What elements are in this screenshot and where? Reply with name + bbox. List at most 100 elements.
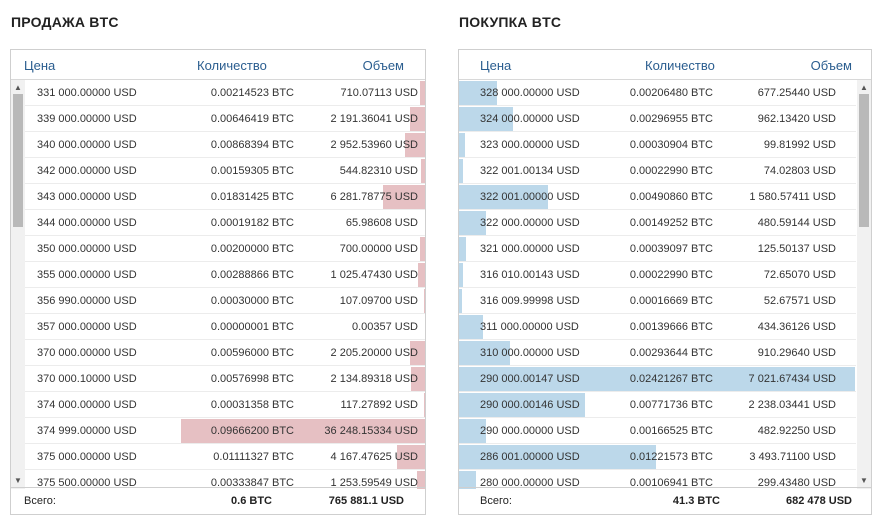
buy-scroll-thumb[interactable] xyxy=(859,94,869,227)
buy-cell-qty: 0.00166525 BTC xyxy=(629,425,713,437)
buy-depth-bar xyxy=(459,133,465,157)
sell-depth-bar xyxy=(420,81,425,105)
buy-header-price[interactable]: Цена xyxy=(480,58,512,73)
sell-order-row[interactable]: 343 000.00000 USD 0.01831425 BTC 6 281.787… xyxy=(25,184,425,210)
sell-total-quantity: 0.6 BTC xyxy=(231,495,272,507)
buy-order-row[interactable]: 280 000.00000 USD 0.00106941 BTC 299.43480… xyxy=(459,470,856,489)
sell-header-price[interactable]: Цена xyxy=(24,58,56,73)
sell-order-row[interactable]: 331 000.00000 USD 0.00214523 BTC 710.07113… xyxy=(25,80,425,106)
sell-header-volume[interactable]: Объем xyxy=(362,58,404,73)
sell-order-row[interactable]: 342 000.00000 USD 0.00159305 BTC 544.82310… xyxy=(25,158,425,184)
buy-order-row[interactable]: 286 001.00000 USD 0.01221573 BTC 3 493.711… xyxy=(459,444,856,470)
buy-table-header: Цена Количество Объем xyxy=(459,50,871,80)
buy-header-volume[interactable]: Объем xyxy=(810,58,852,73)
buy-scroll-down-icon[interactable]: ▼ xyxy=(860,476,868,485)
sell-cell-vol: 65.98608 USD xyxy=(345,217,418,229)
buy-cell-price: 290 000.00147 USD xyxy=(480,373,580,385)
buy-order-row[interactable]: 321 000.00000 USD 0.00039097 BTC 125.50137… xyxy=(459,236,856,262)
buy-order-row[interactable]: 310 000.00000 USD 0.00293644 BTC 910.29640… xyxy=(459,340,856,366)
sell-section-title: ПРОДАЖА BTC xyxy=(11,14,119,30)
sell-cell-price: 374 999.00000 USD xyxy=(37,425,137,437)
buy-order-row[interactable]: 322 000.00000 USD 0.00149252 BTC 480.59144… xyxy=(459,210,856,236)
buy-cell-qty: 0.00206480 BTC xyxy=(629,87,713,99)
sell-order-row[interactable]: 357 000.00000 USD 0.00000001 BTC 0.00357 U… xyxy=(25,314,425,340)
buy-cell-qty: 0.00149252 BTC xyxy=(629,217,713,229)
buy-order-row[interactable]: 323 000.00000 USD 0.00030904 BTC 99.81992 … xyxy=(459,132,856,158)
sell-scroll-thumb[interactable] xyxy=(13,94,23,227)
buy-cell-vol: 99.81992 USD xyxy=(763,139,836,151)
buy-cell-price: 286 001.00000 USD xyxy=(480,451,580,463)
sell-cell-vol: 2 134.89318 USD xyxy=(330,373,418,385)
sell-order-row[interactable]: 356 990.00000 USD 0.00030000 BTC 107.09700… xyxy=(25,288,425,314)
sell-depth-bar xyxy=(424,289,425,313)
sell-order-row[interactable]: 370 000.10000 USD 0.00576998 BTC 2 134.893… xyxy=(25,366,425,392)
buy-cell-vol: 482.92250 USD xyxy=(757,425,836,437)
buy-scrollbar[interactable]: ▲ ▼ xyxy=(857,80,871,489)
buy-order-row[interactable]: 311 000.00000 USD 0.00139666 BTC 434.36126… xyxy=(459,314,856,340)
sell-order-book: Цена Количество Объем ▲ ▼ 331 000.00000 … xyxy=(10,49,426,515)
buy-order-row[interactable]: 322 001.00134 USD 0.00022990 BTC 74.02803 … xyxy=(459,158,856,184)
buy-order-row[interactable]: 316 009.99998 USD 0.00016669 BTC 52.67571 … xyxy=(459,288,856,314)
sell-cell-vol: 1 253.59549 USD xyxy=(330,477,418,489)
buy-order-row[interactable]: 324 000.00000 USD 0.00296955 BTC 962.13420… xyxy=(459,106,856,132)
sell-depth-bar xyxy=(410,341,425,365)
buy-cell-vol: 2 238.03441 USD xyxy=(748,399,836,411)
buy-order-row[interactable]: 290 000.00146 USD 0.00771736 BTC 2 238.034… xyxy=(459,392,856,418)
sell-cell-qty: 0.01111327 BTC xyxy=(213,451,294,463)
sell-cell-qty: 0.00030000 BTC xyxy=(210,295,294,307)
buy-order-row[interactable]: 322 001.00000 USD 0.00490860 BTC 1 580.574… xyxy=(459,184,856,210)
buy-total-volume: 682 478 USD xyxy=(785,495,852,507)
buy-cell-price: 322 000.00000 USD xyxy=(480,217,580,229)
buy-depth-bar xyxy=(459,471,476,489)
buy-scroll-up-icon[interactable]: ▲ xyxy=(860,83,868,92)
sell-cell-qty: 0.00031358 BTC xyxy=(210,399,294,411)
sell-cell-vol: 1 025.47430 USD xyxy=(330,269,418,281)
buy-cell-qty: 0.02421267 BTC xyxy=(629,373,713,385)
buy-cell-qty: 0.00293644 BTC xyxy=(629,347,713,359)
sell-cell-qty: 0.00868394 BTC xyxy=(210,139,294,151)
buy-order-row[interactable]: 290 000.00147 USD 0.02421267 BTC 7 021.674… xyxy=(459,366,856,392)
sell-order-row[interactable]: 339 000.00000 USD 0.00646419 BTC 2 191.360… xyxy=(25,106,425,132)
sell-cell-price: 343 000.00000 USD xyxy=(37,191,137,203)
sell-order-row[interactable]: 350 000.00000 USD 0.00200000 BTC 700.00000… xyxy=(25,236,425,262)
sell-rows: 331 000.00000 USD 0.00214523 BTC 710.07113… xyxy=(25,80,425,489)
sell-order-row[interactable]: 340 000.00000 USD 0.00868394 BTC 2 952.539… xyxy=(25,132,425,158)
buy-depth-bar xyxy=(459,341,510,365)
buy-order-row[interactable]: 316 010.00143 USD 0.00022990 BTC 72.65070 … xyxy=(459,262,856,288)
sell-order-row[interactable]: 355 000.00000 USD 0.00288866 BTC 1 025.474… xyxy=(25,262,425,288)
sell-order-row[interactable]: 375 500.00000 USD 0.00333847 BTC 1 253.595… xyxy=(25,470,425,489)
buy-cell-qty: 0.00022990 BTC xyxy=(629,269,713,281)
sell-order-row[interactable]: 370 000.00000 USD 0.00596000 BTC 2 205.200… xyxy=(25,340,425,366)
sell-order-row[interactable]: 375 000.00000 USD 0.01111327 BTC 4 167.476… xyxy=(25,444,425,470)
sell-scrollbar[interactable]: ▲ ▼ xyxy=(11,80,25,489)
buy-depth-bar xyxy=(459,237,466,261)
sell-scroll-up-icon[interactable]: ▲ xyxy=(14,83,22,92)
buy-cell-qty: 0.00016669 BTC xyxy=(629,295,713,307)
sell-cell-qty: 0.00200000 BTC xyxy=(210,243,294,255)
sell-depth-bar xyxy=(383,185,425,209)
sell-scroll-down-icon[interactable]: ▼ xyxy=(14,476,22,485)
sell-cell-vol: 6 281.78775 USD xyxy=(330,191,418,203)
buy-cell-vol: 72.65070 USD xyxy=(763,269,836,281)
sell-cell-price: 357 000.00000 USD xyxy=(37,321,137,333)
sell-cell-vol: 2 191.36041 USD xyxy=(330,113,418,125)
buy-order-row[interactable]: 290 000.00000 USD 0.00166525 BTC 482.92250… xyxy=(459,418,856,444)
buy-rows: 328 000.00000 USD 0.00206480 BTC 677.25440… xyxy=(459,80,856,489)
buy-cell-vol: 434.36126 USD xyxy=(757,321,836,333)
buy-cell-price: 316 010.00143 USD xyxy=(480,269,580,281)
sell-order-row[interactable]: 374 000.00000 USD 0.00031358 BTC 117.27892… xyxy=(25,392,425,418)
sell-cell-qty: 0.00288866 BTC xyxy=(210,269,294,281)
sell-cell-price: 344 000.00000 USD xyxy=(37,217,137,229)
sell-header-quantity[interactable]: Количество xyxy=(197,58,267,73)
sell-depth-bar xyxy=(411,367,425,391)
sell-order-row[interactable]: 344 000.00000 USD 0.00019182 BTC 65.98608 … xyxy=(25,210,425,236)
sell-cell-price: 342 000.00000 USD xyxy=(37,165,137,177)
buy-cell-price: 322 001.00134 USD xyxy=(480,165,580,177)
buy-order-row[interactable]: 328 000.00000 USD 0.00206480 BTC 677.25440… xyxy=(459,80,856,106)
buy-depth-bar xyxy=(459,445,656,469)
buy-cell-price: 290 000.00146 USD xyxy=(480,399,580,411)
sell-cell-vol: 4 167.47625 USD xyxy=(330,451,418,463)
sell-depth-bar xyxy=(397,445,425,469)
sell-order-row[interactable]: 374 999.00000 USD 0.09666200 BTC 36 248.15… xyxy=(25,418,425,444)
buy-header-quantity[interactable]: Количество xyxy=(645,58,715,73)
